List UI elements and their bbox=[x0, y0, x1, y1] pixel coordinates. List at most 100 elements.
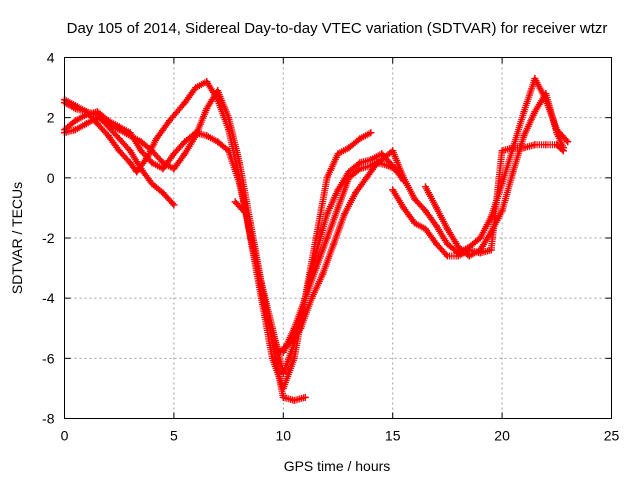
data-point bbox=[454, 243, 462, 251]
data-point bbox=[487, 246, 495, 254]
x-tick-label: 20 bbox=[494, 428, 510, 444]
data-point bbox=[345, 174, 353, 182]
data-point bbox=[71, 102, 79, 110]
data-point bbox=[93, 120, 101, 128]
series-marks bbox=[422, 90, 567, 260]
data-point bbox=[236, 180, 244, 188]
data-point bbox=[104, 132, 112, 140]
data-point bbox=[553, 141, 561, 149]
data-point bbox=[531, 141, 539, 149]
data-point bbox=[432, 204, 440, 212]
data-point bbox=[432, 222, 440, 230]
y-tick-label: -2 bbox=[42, 230, 55, 246]
x-tick-label: 15 bbox=[385, 428, 401, 444]
data-point bbox=[279, 369, 287, 377]
grid-lines bbox=[64, 57, 612, 419]
y-tick-label: 2 bbox=[47, 110, 55, 126]
series-satellite-track-5 bbox=[231, 159, 403, 356]
data-point bbox=[476, 234, 484, 242]
data-point bbox=[389, 147, 397, 155]
data-point bbox=[542, 141, 550, 149]
data-point bbox=[323, 234, 331, 242]
data-point bbox=[170, 165, 178, 173]
data-point bbox=[268, 354, 276, 362]
data-point bbox=[225, 147, 233, 155]
data-point bbox=[411, 195, 419, 203]
data-point bbox=[290, 396, 298, 404]
data-point bbox=[443, 225, 451, 233]
data-point bbox=[341, 210, 349, 218]
data-point bbox=[432, 240, 440, 248]
data-point bbox=[166, 117, 174, 125]
data-point bbox=[498, 207, 506, 215]
data-point bbox=[352, 189, 360, 197]
data-point bbox=[389, 186, 397, 194]
data-point bbox=[231, 198, 239, 206]
data-point bbox=[334, 186, 342, 194]
data-point bbox=[509, 144, 517, 152]
data-point bbox=[476, 249, 484, 257]
y-axis-label: SDTVAR / TECUs bbox=[9, 182, 25, 294]
data-point bbox=[384, 162, 392, 170]
data-point bbox=[170, 201, 178, 209]
data-point bbox=[498, 147, 506, 155]
data-point bbox=[367, 129, 375, 137]
data-point bbox=[82, 120, 90, 128]
data-point bbox=[126, 159, 134, 167]
data-point bbox=[214, 138, 222, 146]
data-point bbox=[104, 117, 112, 125]
data-point bbox=[192, 84, 200, 92]
data-point bbox=[559, 147, 567, 155]
data-point bbox=[367, 156, 375, 164]
data-point bbox=[137, 147, 145, 155]
data-point bbox=[323, 174, 331, 182]
data-point bbox=[531, 108, 539, 116]
data-point bbox=[133, 168, 141, 176]
series-satellite-track-7 bbox=[422, 90, 567, 260]
data-point bbox=[159, 165, 167, 173]
data-point bbox=[564, 138, 572, 146]
data-point bbox=[126, 129, 134, 137]
y-tick-label: 4 bbox=[47, 50, 55, 66]
x-tick-label: 5 bbox=[170, 428, 178, 444]
data-point bbox=[253, 264, 261, 272]
data-point bbox=[152, 135, 160, 143]
chart-title: Day 105 of 2014, Sidereal Day-to-day VTE… bbox=[67, 20, 608, 37]
data-point bbox=[465, 252, 473, 260]
data-point bbox=[115, 123, 123, 131]
data-point bbox=[308, 294, 316, 302]
data-point bbox=[225, 126, 233, 134]
data-point bbox=[411, 219, 419, 227]
data-point bbox=[520, 144, 528, 152]
data-point bbox=[170, 150, 178, 158]
data-point bbox=[334, 150, 342, 158]
data-point bbox=[400, 174, 408, 182]
data-point bbox=[82, 111, 90, 119]
data-point bbox=[422, 207, 430, 215]
data-point bbox=[531, 75, 539, 83]
data-point bbox=[334, 204, 342, 212]
data-point bbox=[422, 225, 430, 233]
data-point bbox=[319, 270, 327, 278]
data-point bbox=[312, 249, 320, 257]
y-tick-label: -4 bbox=[42, 290, 55, 306]
data-point bbox=[148, 159, 156, 167]
data-point bbox=[115, 135, 123, 143]
data-point bbox=[290, 324, 298, 332]
data-point bbox=[297, 324, 305, 332]
data-point bbox=[400, 204, 408, 212]
x-tick-label: 10 bbox=[276, 428, 292, 444]
data-point bbox=[520, 132, 528, 140]
data-point bbox=[159, 189, 167, 197]
data-point bbox=[214, 96, 222, 104]
y-tick-label: -8 bbox=[42, 411, 55, 427]
data-point bbox=[345, 168, 353, 176]
data-point bbox=[181, 99, 189, 107]
data-point bbox=[115, 147, 123, 155]
data-point bbox=[242, 210, 250, 218]
data-point bbox=[148, 180, 156, 188]
data-point bbox=[323, 210, 331, 218]
data-point bbox=[203, 78, 211, 86]
data-point bbox=[181, 150, 189, 158]
